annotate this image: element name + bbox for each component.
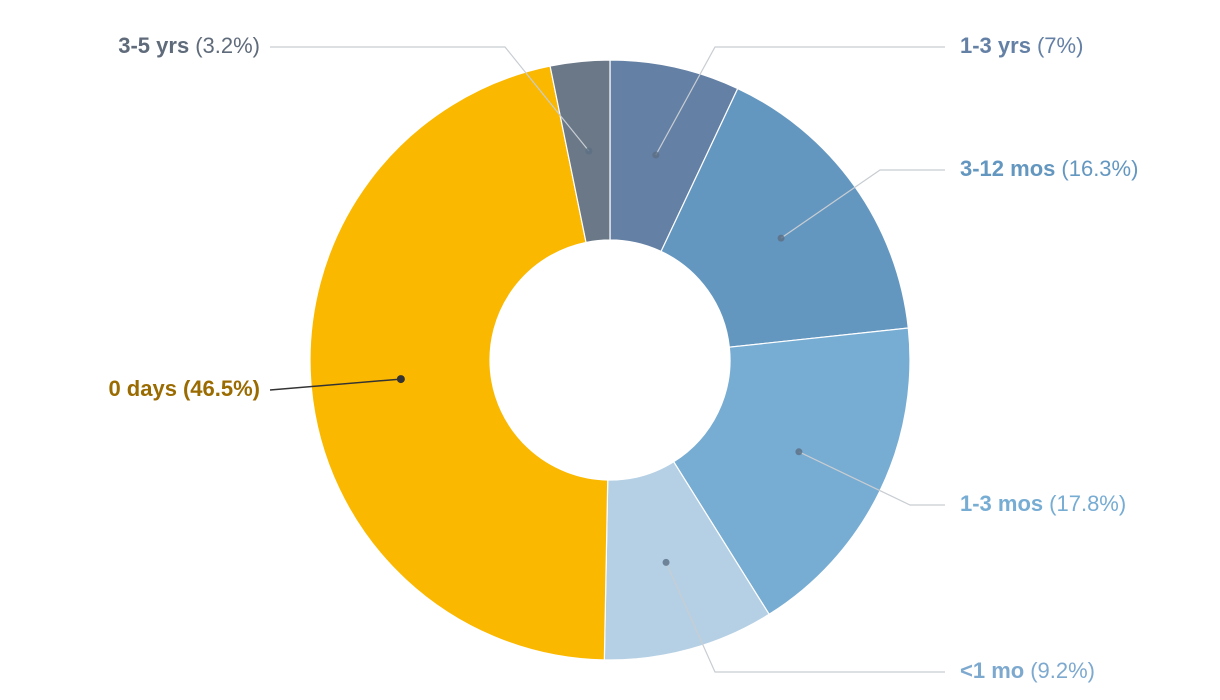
slice-label: 3-12 mos (16.3%)	[960, 156, 1138, 181]
donut-slice	[660, 87, 909, 348]
slice-label: 1-3 mos (17.8%)	[960, 491, 1126, 516]
category-label: 3-12 mos	[960, 156, 1055, 181]
leader-line	[798, 451, 945, 506]
slice-label: 0 days (46.5%)	[108, 376, 260, 401]
value-label: (46.5%)	[183, 376, 260, 401]
value-label: (3.2%)	[195, 33, 260, 58]
leader-dot	[652, 151, 660, 159]
value-label: (9.2%)	[1030, 658, 1095, 683]
donut-slice	[549, 59, 611, 244]
slice-label: 1-3 yrs (7%)	[960, 33, 1083, 58]
leader-dot	[795, 448, 803, 456]
leader-line	[269, 378, 401, 391]
leader-dot	[396, 375, 405, 384]
leader-line	[655, 46, 945, 156]
leader-dot	[777, 234, 785, 242]
category-label: <1 mo	[960, 658, 1024, 683]
leader-line	[665, 562, 945, 673]
donut-slice	[309, 65, 609, 661]
leader-line	[270, 46, 590, 152]
donut-slice	[603, 460, 770, 661]
category-label: 0 days	[108, 376, 177, 401]
category-label: 1-3 yrs	[960, 33, 1031, 58]
slice-label: <1 mo (9.2%)	[960, 658, 1095, 683]
category-label: 3-5 yrs	[118, 33, 189, 58]
leader-dot	[662, 558, 670, 566]
leader-dot	[585, 147, 593, 155]
donut-slice	[672, 327, 911, 616]
slice-label: 3-5 yrs (3.2%)	[118, 33, 260, 58]
category-label: 1-3 mos	[960, 491, 1043, 516]
value-label: (16.3%)	[1061, 156, 1138, 181]
value-label: (7%)	[1037, 33, 1083, 58]
value-label: (17.8%)	[1049, 491, 1126, 516]
leader-line	[780, 169, 945, 239]
